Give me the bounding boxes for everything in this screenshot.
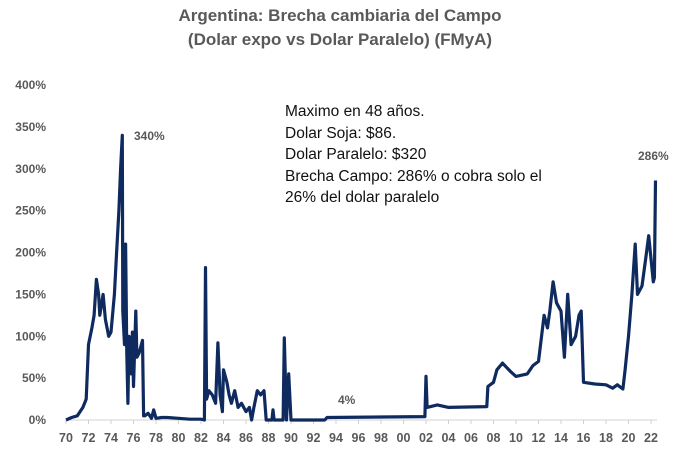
x-tick-label: 02: [419, 431, 433, 445]
series-line: [65, 133, 658, 422]
x-tick-label: 12: [532, 431, 546, 445]
x-tick-label: 10: [509, 431, 523, 445]
x-tick-label: 98: [374, 431, 388, 445]
x-tick-label: 74: [104, 431, 118, 445]
y-tick-label: 300%: [15, 162, 46, 176]
x-tick-label: 04: [442, 431, 456, 445]
last-value-label: 286%: [638, 149, 669, 163]
x-tick-label: 96: [352, 431, 366, 445]
annotation-line: Maximo en 48 años.: [285, 103, 425, 120]
x-tick-label: 14: [554, 431, 568, 445]
x-tick-label: 94: [329, 431, 343, 445]
x-tick-label: 88: [262, 431, 276, 445]
x-tick-label: 76: [127, 431, 141, 445]
y-tick-label: 400%: [15, 78, 46, 92]
y-tick-label: 350%: [15, 120, 46, 134]
y-tick-label: 200%: [15, 246, 46, 260]
chart-title-line2: (Dolar expo vs Dolar Paralelo) (FMyA): [187, 30, 493, 49]
annotation-line: Brecha Campo: 286% o cobra solo el: [285, 167, 542, 185]
x-tick-label: 86: [239, 431, 253, 445]
x-tick-label: 72: [82, 431, 96, 445]
y-tick-label: 50%: [22, 371, 46, 385]
annotation-box: Maximo en 48 años. Dolar Soja: $86. Dola…: [285, 101, 542, 209]
x-tick-label: 20: [622, 431, 636, 445]
y-tick-label: 0%: [29, 413, 47, 427]
x-tick-label: 90: [284, 431, 298, 445]
x-tick-label: 22: [644, 431, 658, 445]
x-tick-label: 80: [172, 431, 186, 445]
low-label: 4%: [338, 393, 356, 407]
x-tick-label: 16: [577, 431, 591, 445]
x-tick-label: 70: [59, 431, 73, 445]
x-tick-label: 18: [599, 431, 613, 445]
x-tick-label: 00: [397, 431, 411, 445]
annotation-line: Dolar Soja: $86.: [285, 124, 397, 142]
y-tick-label: 250%: [15, 204, 46, 218]
x-tick-label: 06: [464, 431, 478, 445]
annotation-line: 26% del dolar paralelo: [285, 189, 440, 206]
x-tick-label: 92: [307, 431, 321, 445]
peak-label: 340%: [134, 129, 165, 143]
x-tick-label: 84: [217, 431, 231, 445]
x-tick-label: 08: [487, 431, 501, 445]
annotation-line: Dolar Paralelo: $320: [285, 146, 427, 163]
y-tick-label: 150%: [15, 287, 46, 301]
x-tick-label: 78: [149, 431, 163, 445]
x-tick-label: 82: [194, 431, 208, 445]
chart-title-line1: Argentina: Brecha cambiaria del Campo: [178, 6, 502, 25]
y-tick-label: 100%: [15, 329, 46, 343]
